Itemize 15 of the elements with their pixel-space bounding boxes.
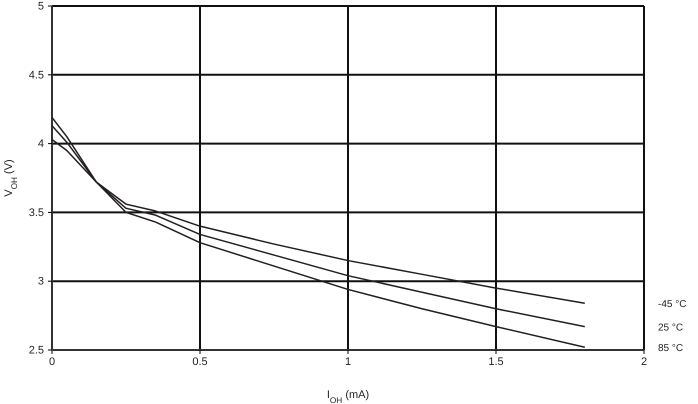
y-tick-label: 4: [38, 138, 44, 150]
x-tick-label: 0.5: [192, 356, 208, 368]
x-axis-title: I$_{OH}$ (mA): [326, 389, 370, 404]
y-tick-label: 4.5: [28, 69, 44, 82]
y-tick-label: 3.5: [28, 206, 44, 219]
y-tick-label: 3: [38, 276, 44, 288]
y-tick-label: 2.5: [28, 344, 44, 357]
text: 85 °C: [658, 343, 684, 354]
x-tick-label: 1.5: [488, 356, 504, 368]
text: 25 °C: [658, 322, 684, 334]
x-tick-label: 1: [344, 356, 352, 368]
x-tick-label: 2: [640, 356, 648, 368]
text: -45 °C: [658, 299, 686, 310]
x-tick-label: 0: [48, 356, 56, 368]
y-tick-label: 5: [38, 0, 44, 13]
